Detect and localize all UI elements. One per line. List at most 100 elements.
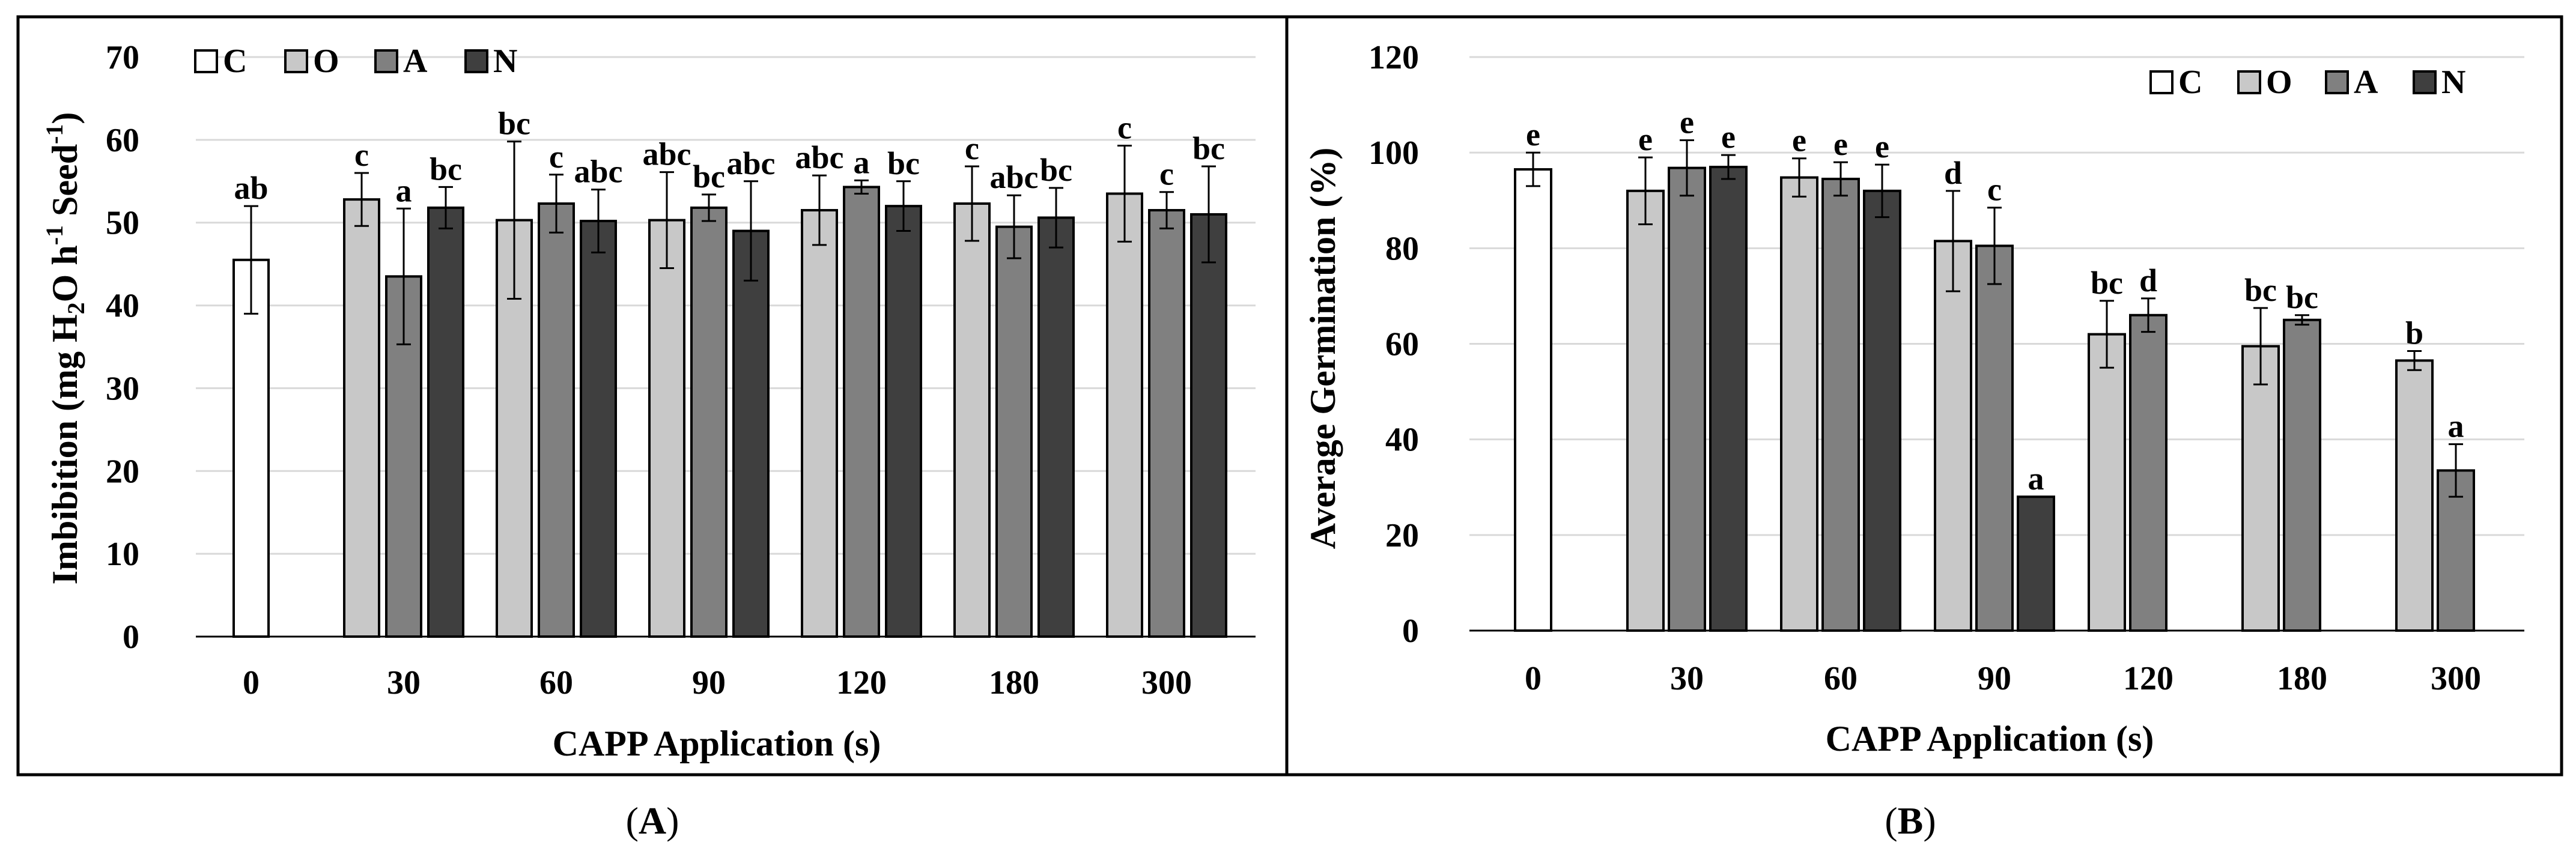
panel-b-letter: B (1898, 799, 1924, 842)
bar-O (2241, 345, 2280, 632)
bar-A (2129, 313, 2167, 632)
bar-N (427, 206, 464, 638)
bar-O (1106, 192, 1143, 638)
significance-label: bc (2286, 279, 2318, 315)
y-tick-label: 40 (1385, 422, 1419, 459)
panel-a-y-tick-labels: 0 10 20 30 40 50 60 70 (106, 39, 139, 656)
legend-label-C: C (2178, 64, 2202, 101)
significance-label: abc (990, 159, 1039, 195)
bar-N (732, 229, 770, 638)
bar-O (801, 209, 838, 638)
bar-A (2283, 318, 2321, 632)
panel-b-caption: (B) (1885, 799, 1936, 842)
significance-label: e (1526, 117, 1540, 153)
panel-a-letter: A (639, 799, 666, 842)
significance-label: a (2448, 408, 2464, 444)
y-tick-label: 0 (1402, 613, 1419, 650)
bar-N (1709, 166, 1748, 632)
x-tick-label: 60 (1824, 660, 1858, 697)
significance-label: c (354, 137, 369, 173)
legend-label-N: N (2441, 64, 2465, 101)
bar-O (2088, 333, 2126, 632)
significance-label: c (1159, 156, 1174, 192)
significance-label: ab (234, 170, 268, 206)
significance-label: bc (2091, 265, 2123, 301)
significance-label: e (1680, 104, 1694, 140)
x-tick-label: 60 (539, 664, 573, 701)
legend-swatch-A (374, 49, 398, 73)
significance-label: d (2139, 262, 2157, 298)
y-tick-label: 50 (106, 205, 139, 242)
x-tick-label: 90 (1978, 660, 2011, 697)
significance-label: a (2028, 461, 2044, 497)
bar-N (1190, 213, 1227, 638)
x-tick-label: 30 (1670, 660, 1704, 697)
bar-N (1037, 216, 1075, 638)
legend-label-O: O (313, 43, 339, 80)
bar-A (690, 206, 728, 638)
y-title-part-a: Imbibition (mg H (45, 314, 85, 584)
y-tick-label: 70 (106, 39, 139, 76)
bar-O (1934, 240, 1972, 632)
significance-label: c (1987, 172, 2002, 208)
x-tick-label: 90 (692, 664, 726, 701)
y-tick-label: 60 (106, 122, 139, 159)
legend-swatch-O (2237, 70, 2261, 94)
legend-label-C: C (223, 43, 247, 80)
legend-label-O: O (2266, 64, 2292, 101)
significance-label: c (549, 139, 564, 175)
significance-label: e (1833, 126, 1848, 162)
y-title-part-c: O h (45, 245, 85, 302)
panel-b-y-axis-title: Average Germination (%) (1303, 148, 1343, 550)
panel-b-y-tick-labels: 0 20 40 60 80 100 120 (1368, 39, 1419, 650)
y-tick-label: 20 (106, 453, 139, 490)
significance-label: bc (1192, 130, 1225, 166)
significance-label: abc (727, 145, 776, 181)
bar-A (1975, 244, 2014, 632)
significance-label: e (1792, 123, 1806, 159)
panel-b-x-tick-labels: 0 30 60 90 120 180 300 (1525, 660, 2481, 697)
bar-A (843, 186, 880, 638)
significance-label: e (1638, 121, 1653, 157)
y-tick-label: 60 (1385, 326, 1419, 363)
x-tick-label: 300 (2431, 660, 2481, 697)
y-title-sub-2: 2 (62, 302, 90, 314)
bar-O (2395, 359, 2434, 632)
bar-A (1148, 209, 1185, 638)
legend-swatch-A (2325, 70, 2349, 94)
panel-a-x-axis-title: CAPP Application (s) (553, 724, 881, 763)
x-tick-label: 0 (243, 664, 260, 701)
bar-O (648, 219, 685, 638)
x-tick-label: 300 (1141, 664, 1192, 701)
panel-a-y-axis-title: Imbibition (mg H2O h-1 Seed-1) (41, 112, 90, 585)
legend-swatch-N (464, 49, 488, 73)
significance-label: bc (887, 145, 920, 181)
x-tick-label: 120 (836, 664, 887, 701)
y-tick-label: 0 (123, 619, 139, 656)
y-tick-label: 20 (1385, 517, 1419, 554)
significance-label: bc (2244, 272, 2277, 308)
significance-label: abc (643, 136, 691, 172)
panel-b-x-axis-title: CAPP Application (s) (1826, 719, 2154, 759)
bar-C (1514, 168, 1552, 632)
x-tick-label: 120 (2123, 660, 2174, 697)
y-title-sup-1: -1 (41, 225, 68, 245)
significance-label: bc (1040, 152, 1072, 188)
significance-label: abc (574, 154, 623, 190)
legend-swatch-C (194, 49, 218, 73)
legend-swatch-C (2149, 70, 2174, 94)
significance-label: abc (795, 139, 844, 175)
y-tick-label: 120 (1368, 39, 1419, 76)
bar-O (1626, 189, 1665, 632)
significance-label: d (1944, 155, 1962, 191)
significance-label: bc (693, 159, 725, 195)
bar-N (2017, 495, 2055, 632)
significance-label: e (1875, 129, 1889, 165)
legend-swatch-O (284, 49, 308, 73)
y-tick-label: 40 (106, 288, 139, 325)
